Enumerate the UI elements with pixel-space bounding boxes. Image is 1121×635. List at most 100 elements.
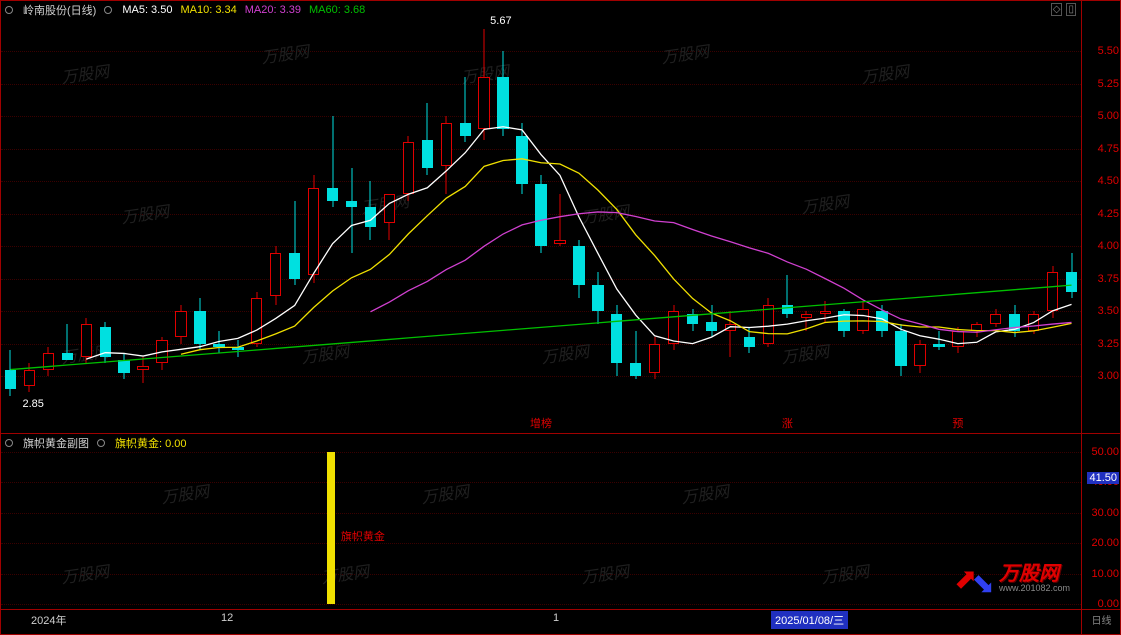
candle[interactable] (441, 1, 452, 433)
ma20-label: MA20: 3.39 (245, 4, 301, 16)
candle[interactable] (933, 1, 944, 433)
price-tick: 5.25 (1098, 78, 1119, 90)
price-y-axis: 3.003.253.503.754.004.254.504.755.005.25… (1081, 1, 1121, 433)
sub-tick: 10.00 (1091, 568, 1119, 580)
candle[interactable] (744, 1, 755, 433)
candle[interactable] (649, 1, 660, 433)
candle[interactable] (706, 1, 717, 433)
time-tick: 2024年 (31, 612, 66, 628)
price-tick: 3.50 (1098, 305, 1119, 317)
arrow-down-icon: ⬊ (971, 567, 994, 600)
candle[interactable] (630, 1, 641, 433)
candle[interactable] (497, 1, 508, 433)
candle[interactable] (763, 1, 774, 433)
candle[interactable] (687, 1, 698, 433)
price-tick: 5.50 (1098, 45, 1119, 57)
candle[interactable] (118, 1, 129, 433)
low-price-label: 2.85 (22, 398, 43, 410)
price-tick: 4.00 (1098, 240, 1119, 252)
price-tick: 3.25 (1098, 338, 1119, 350)
candle[interactable] (971, 1, 982, 433)
candle[interactable] (251, 1, 262, 433)
top-right-controls: ◇ ▯ (1051, 3, 1076, 16)
candle[interactable] (857, 1, 868, 433)
header-dot-icon (5, 6, 13, 14)
candle[interactable] (1047, 1, 1058, 433)
candle[interactable] (782, 1, 793, 433)
price-tick: 3.00 (1098, 370, 1119, 382)
event-marker: 预 (952, 415, 963, 431)
chart-container: 万股网 万股网 万股网 万股网 万股网 万股网 万股网 万股网 万股网 万股网 … (0, 0, 1121, 635)
high-price-label: 5.67 (490, 15, 511, 27)
indicator-bar-label: 旗帜黄金 (341, 528, 385, 544)
time-tick: 1 (553, 612, 559, 624)
settings-icon[interactable]: ◇ (1051, 3, 1063, 16)
toggle-icon[interactable]: ▯ (1066, 3, 1076, 16)
price-header: 岭南股份(日线) MA5: 3.50 MA10: 3.34 MA20: 3.39… (5, 3, 365, 17)
indicator-bar[interactable] (327, 452, 335, 604)
ma10-label: MA10: 3.34 (180, 4, 236, 16)
time-cursor[interactable]: 2025/01/08/三 (771, 611, 848, 629)
candle[interactable] (194, 1, 205, 433)
candle[interactable] (1009, 1, 1020, 433)
candle[interactable] (24, 1, 35, 433)
candle[interactable] (725, 1, 736, 433)
candle[interactable] (289, 1, 300, 433)
candle[interactable] (346, 1, 357, 433)
candle[interactable] (573, 1, 584, 433)
stock-title: 岭南股份(日线) (23, 2, 96, 18)
candle[interactable] (876, 1, 887, 433)
sub-dot-icon (5, 439, 13, 447)
candle[interactable] (62, 1, 73, 433)
candle[interactable] (1028, 1, 1039, 433)
time-axis[interactable]: 2024年 12 1 2025/01/08/三 (1, 609, 1081, 635)
price-tick: 3.75 (1098, 273, 1119, 285)
candle[interactable] (232, 1, 243, 433)
candle[interactable] (422, 1, 433, 433)
price-tick: 4.50 (1098, 175, 1119, 187)
candle[interactable] (478, 1, 489, 433)
candle[interactable] (801, 1, 812, 433)
price-panel[interactable]: 5.672.85增榜涨预 (1, 1, 1081, 433)
time-corner-label: 日线 (1081, 609, 1121, 635)
candle[interactable] (535, 1, 546, 433)
candle[interactable] (914, 1, 925, 433)
candle[interactable] (611, 1, 622, 433)
price-tick: 4.25 (1098, 208, 1119, 220)
candle[interactable] (175, 1, 186, 433)
ma-dot-icon (104, 6, 112, 14)
candle[interactable] (952, 1, 963, 433)
candle[interactable] (1066, 1, 1077, 433)
candle[interactable] (838, 1, 849, 433)
candle[interactable] (990, 1, 1001, 433)
candle[interactable] (554, 1, 565, 433)
candle[interactable] (516, 1, 527, 433)
sub-tick: 50.00 (1091, 446, 1119, 458)
candle[interactable] (365, 1, 376, 433)
candle[interactable] (5, 1, 16, 433)
candle[interactable] (156, 1, 167, 433)
sub-panel[interactable]: 旗帜黄金 (1, 433, 1081, 609)
candle[interactable] (895, 1, 906, 433)
candle[interactable] (327, 1, 338, 433)
site-logo: ⬈ ⬊ 万股网 www.201082.com (954, 557, 1070, 600)
ma60-label: MA60: 3.68 (309, 4, 365, 16)
candle[interactable] (100, 1, 111, 433)
candle[interactable] (43, 1, 54, 433)
candle[interactable] (820, 1, 831, 433)
candle[interactable] (213, 1, 224, 433)
sub-y-axis: 0.0010.0020.0030.0040.0050.0041.50 (1081, 433, 1121, 609)
sub-tick: 30.00 (1091, 507, 1119, 519)
candle[interactable] (592, 1, 603, 433)
candle[interactable] (270, 1, 281, 433)
candle[interactable] (384, 1, 395, 433)
sub-dot-icon-2 (97, 439, 105, 447)
time-tick: 12 (221, 612, 233, 624)
candle[interactable] (308, 1, 319, 433)
candle[interactable] (403, 1, 414, 433)
candle[interactable] (137, 1, 148, 433)
candle[interactable] (668, 1, 679, 433)
candle[interactable] (81, 1, 92, 433)
candle[interactable] (460, 1, 471, 433)
period-label: 日线 (1092, 612, 1112, 627)
